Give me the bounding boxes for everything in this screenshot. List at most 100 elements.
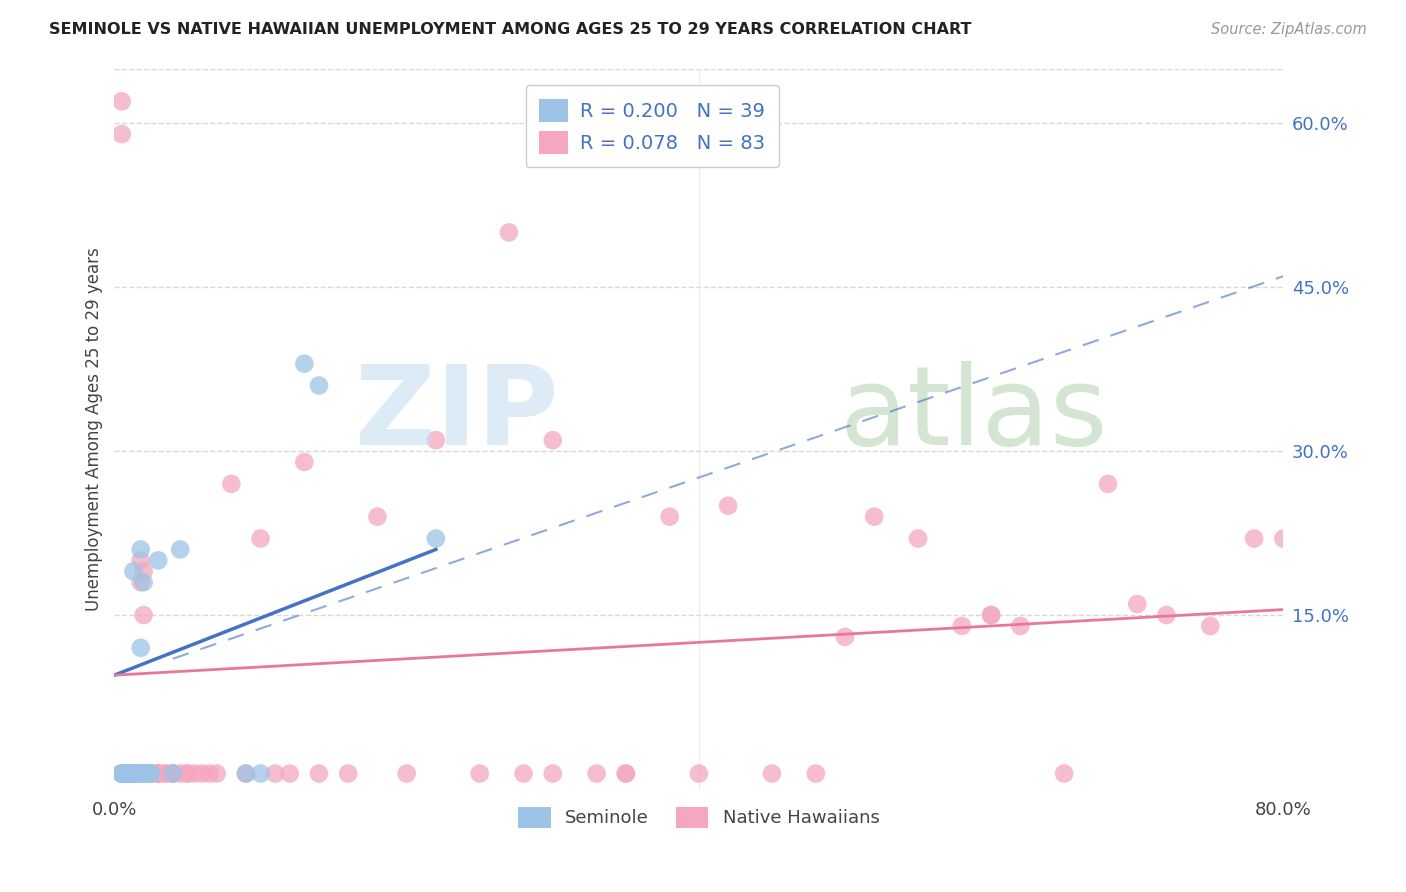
Point (292, 455, 315, 469)
Point (114, 766, 136, 780)
Point (366, 509, 388, 524)
Point (162, 766, 184, 780)
Point (863, 509, 886, 524)
Point (1126, 597, 1149, 611)
Point (221, 476, 243, 491)
Point (118, 766, 141, 780)
Point (688, 766, 710, 780)
Point (264, 766, 287, 780)
Point (804, 766, 827, 780)
Point (139, 766, 162, 780)
Point (541, 766, 564, 780)
Point (139, 766, 162, 780)
Point (125, 766, 148, 780)
Point (468, 766, 491, 780)
Point (129, 553, 152, 567)
Point (118, 766, 141, 780)
Point (162, 766, 184, 780)
Point (425, 532, 447, 546)
Point (235, 766, 257, 780)
Point (1156, 607, 1178, 622)
Point (614, 766, 637, 780)
Point (121, 766, 143, 780)
Point (111, 766, 134, 780)
Point (125, 766, 148, 780)
Point (205, 766, 228, 780)
Point (155, 766, 177, 780)
Text: SEMINOLE VS NATIVE HAWAIIAN UNEMPLOYMENT AMONG AGES 25 TO 29 YEARS CORRELATION C: SEMINOLE VS NATIVE HAWAIIAN UNEMPLOYMENT… (49, 22, 972, 37)
Point (129, 640, 152, 655)
Point (118, 766, 141, 780)
Point (1010, 619, 1032, 633)
Point (125, 766, 148, 780)
Point (950, 619, 973, 633)
Point (118, 766, 141, 780)
Y-axis label: Unemployment Among Ages 25 to 29 years: Unemployment Among Ages 25 to 29 years (86, 247, 103, 611)
Text: ZIP: ZIP (356, 361, 558, 468)
Point (292, 357, 315, 371)
Point (115, 766, 138, 780)
Point (132, 575, 155, 590)
Point (162, 766, 184, 780)
Point (184, 766, 207, 780)
Point (162, 766, 184, 780)
Point (125, 766, 148, 780)
Point (139, 766, 162, 780)
Point (191, 766, 214, 780)
Point (122, 766, 145, 780)
Point (1199, 619, 1222, 633)
Point (111, 766, 134, 780)
Point (308, 766, 330, 780)
Point (132, 766, 155, 780)
Point (118, 766, 141, 780)
Point (139, 766, 162, 780)
Point (308, 378, 330, 392)
Point (125, 766, 148, 780)
Point (148, 766, 170, 780)
Point (512, 766, 534, 780)
Point (1243, 532, 1265, 546)
Point (132, 766, 155, 780)
Point (132, 607, 155, 622)
Point (132, 766, 155, 780)
Point (395, 766, 418, 780)
Point (118, 766, 141, 780)
Text: atlas: atlas (839, 361, 1108, 468)
Point (115, 766, 138, 780)
Point (337, 766, 360, 780)
Point (980, 607, 1002, 622)
Point (139, 766, 162, 780)
Point (125, 766, 148, 780)
Point (249, 766, 271, 780)
Point (169, 542, 191, 557)
Point (125, 766, 148, 780)
Point (425, 433, 447, 447)
Point (907, 532, 929, 546)
Point (980, 607, 1002, 622)
Point (135, 766, 157, 780)
Point (155, 766, 177, 780)
Point (139, 766, 162, 780)
Point (118, 766, 141, 780)
Point (111, 766, 134, 780)
Point (111, 95, 134, 109)
Point (118, 766, 141, 780)
Point (834, 630, 856, 644)
Point (541, 433, 564, 447)
Point (125, 766, 148, 780)
Point (111, 766, 134, 780)
Point (235, 766, 257, 780)
Point (111, 766, 134, 780)
Point (111, 127, 134, 141)
Point (176, 766, 198, 780)
Point (169, 766, 191, 780)
Point (114, 766, 136, 780)
Point (121, 766, 143, 780)
Point (132, 564, 155, 578)
Point (128, 766, 150, 780)
Point (585, 766, 607, 780)
Point (125, 766, 148, 780)
Point (498, 226, 520, 240)
Point (121, 766, 143, 780)
Point (118, 766, 141, 780)
